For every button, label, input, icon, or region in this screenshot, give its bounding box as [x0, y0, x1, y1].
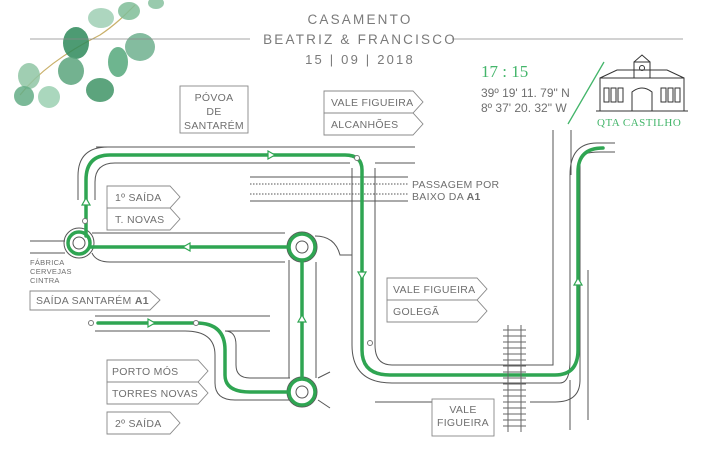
sign-vale-figueira-bottom: VALE FIGUEIRA — [437, 404, 489, 429]
leaves-decoration — [14, 0, 164, 108]
sign-vale-figueira-top: VALE FIGUEIRA — [331, 97, 414, 109]
sign-torres-novas: TORRES NOVAS — [112, 388, 199, 400]
venue-name: QTA CASTILHO — [597, 117, 682, 129]
venue-latitude: 39º 19' 11. 79" N — [481, 86, 570, 100]
sign-vale-figueira-mid: VALE FIGUEIRA — [393, 284, 476, 296]
sign-porto-mos: PORTO MÓS — [112, 366, 179, 378]
header-date: 15 | 09 | 2018 — [305, 52, 415, 67]
railway — [503, 325, 526, 432]
route-arrows — [66, 149, 584, 407]
venue-time: 17 : 15 — [481, 62, 529, 81]
sign-golega: GOLEGÃ — [393, 306, 440, 318]
route-line — [84, 146, 605, 394]
place-povoa: PÓVOA DE SANTARÉM — [184, 92, 244, 132]
castle-icon — [596, 54, 688, 112]
sign-boxes — [29, 85, 495, 437]
sign-saida-santarem: SAÍDA SANTARÉM A1 — [36, 295, 149, 307]
venue-longitude: 8º 37' 20. 32" W — [481, 101, 567, 115]
junction-dots — [82, 155, 373, 346]
sign-t-novas: T. NOVAS — [115, 214, 165, 226]
header-title: CASAMENTO — [307, 12, 413, 27]
place-fabrica: FÁBRICA CERVEJAS CINTRA — [30, 258, 72, 285]
sign-saida-1: 1º SAÍDA — [115, 192, 162, 204]
header-couple: BEATRIZ & FRANCISCO — [263, 32, 457, 47]
sign-alcanhoes: ALCANHÕES — [331, 119, 399, 131]
place-passagem: PASSAGEM POR BAIXO DA A1 — [412, 179, 500, 203]
venue-divider — [567, 61, 605, 125]
sign-saida-2: 2º SAÍDA — [115, 418, 162, 430]
